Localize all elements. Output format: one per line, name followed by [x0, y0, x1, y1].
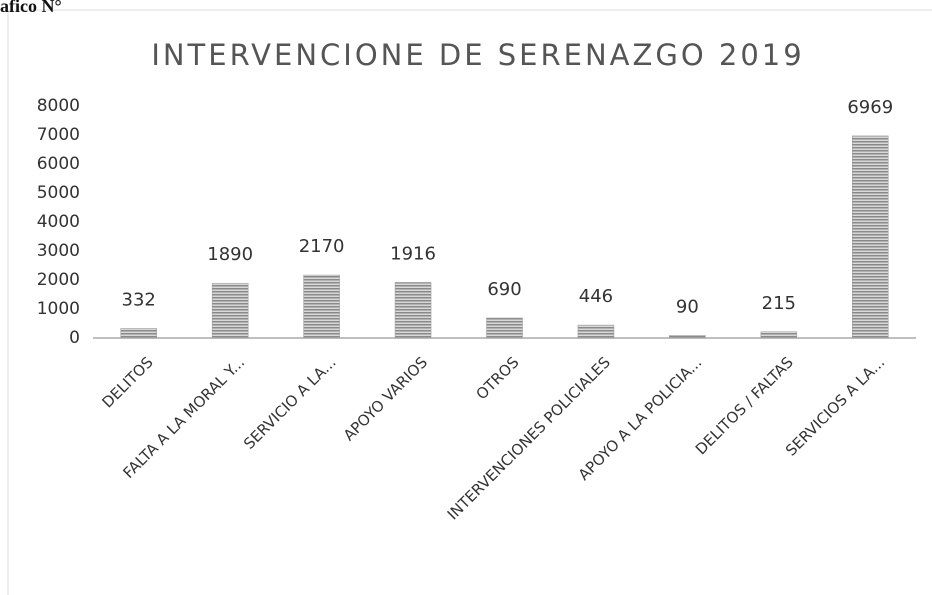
- data-label: 90: [676, 296, 699, 317]
- figure-label: afico N°: [0, 0, 62, 16]
- y-tick-label: 0: [69, 328, 80, 348]
- data-label: 2170: [299, 236, 345, 257]
- data-label: 6969: [847, 97, 893, 118]
- x-tick-label: DELITOS / FALTAS: [692, 353, 797, 458]
- bar: [394, 282, 432, 339]
- data-label: 1890: [207, 244, 253, 265]
- data-label: 215: [762, 293, 796, 314]
- data-label: 446: [579, 286, 613, 307]
- bar: [486, 317, 523, 339]
- x-tick-label: SERVICIO A LA...: [240, 353, 340, 453]
- data-label: 1916: [390, 243, 436, 264]
- y-tick-label: 2000: [37, 270, 80, 290]
- bar: [577, 324, 615, 339]
- bar: [303, 274, 340, 339]
- chart-title: INTERVENCIONE DE SERENAZGO 2019: [151, 38, 804, 72]
- y-tick-label: 3000: [37, 241, 80, 261]
- bar: [669, 335, 706, 339]
- y-tick-label: 7000: [37, 125, 80, 145]
- y-tick-label: 1000: [37, 299, 80, 319]
- bar: [120, 328, 157, 339]
- x-tick-label: DELITOS: [99, 353, 157, 411]
- x-tick-label: APOYO VARIOS: [340, 353, 431, 444]
- data-label: 690: [487, 279, 521, 300]
- bar: [852, 135, 889, 339]
- y-tick-label: 5000: [37, 183, 80, 203]
- bar: [760, 331, 798, 339]
- y-tick-label: 4000: [37, 212, 80, 232]
- x-tick-label: OTROS: [472, 353, 522, 403]
- y-tick-label: 8000: [37, 96, 80, 116]
- y-tick-label: 6000: [37, 154, 80, 174]
- data-label: 332: [122, 289, 156, 310]
- x-tick-label: INTERVENCIONES POLICIALES: [444, 353, 614, 523]
- bar: [211, 282, 249, 339]
- x-tick-label: SERVICIOS A LA...: [782, 353, 888, 459]
